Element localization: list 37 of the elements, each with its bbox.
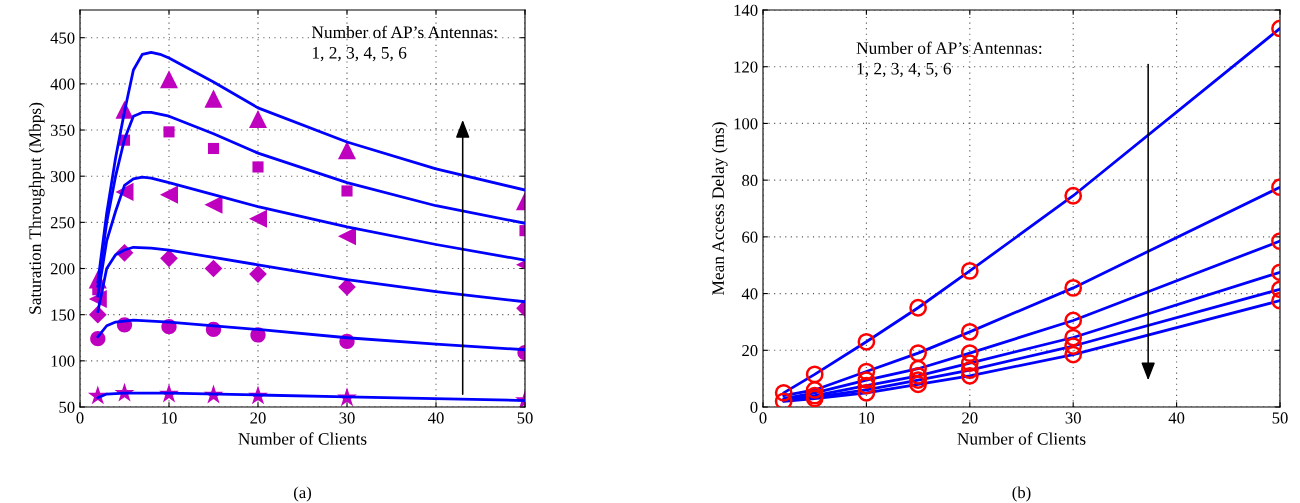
y-tick-label: 120 [734,61,758,73]
annotation: Number of AP’s Antennas: 1, 2, 3, 4, 5, 6 [311,25,497,62]
x-tick-label: 0 [76,412,84,424]
text: (a) [293,486,312,502]
y-tick-label: 250 [50,217,75,229]
y-tick-label: 350 [50,124,75,136]
y-tick-label: 450 [50,32,75,44]
x-axis-title: Number of Clients [957,432,1086,445]
x-tick-label: 20 [250,412,266,424]
x-tick-label: 10 [859,412,875,424]
y-tick-label: 40 [741,288,758,300]
y-tick-label: 0 [750,401,758,413]
y-tick-label: 200 [50,263,75,275]
y-tick-label: 50 [59,401,75,413]
y-tick-label: 20 [742,344,758,357]
y-tick-label: 100 [734,118,758,130]
y-tick-label: 80 [742,174,758,187]
x-tick-label: 50 [517,412,533,424]
y-tick-label: 60 [742,231,758,243]
x-tick-label: 10 [162,412,177,424]
y-tick-label: 300 [50,170,75,183]
y-tick-label: 150 [51,309,75,321]
x-axis-title: Number of Clients [238,432,367,445]
y-tick-label: 100 [51,355,75,367]
y-tick-label: 400 [50,78,75,90]
x-tick-label: 40 [427,412,444,424]
x-tick-label: 40 [1168,412,1185,424]
y-tick-label: 140 [734,4,758,16]
x-tick-label: 30 [1065,412,1081,424]
y-axis-title: Saturation Throughput (Mbps) [28,102,45,314]
y-axis-title: Mean Access Delay (ms) [711,122,728,296]
text: (b) [1012,486,1031,502]
x-tick-label: 50 [1272,412,1288,424]
x-tick-label: 20 [962,412,978,424]
x-tick-label: 0 [759,412,767,424]
annotation: Number of AP’s Antennas: 1, 2, 3, 4, 5, 6 [856,41,1042,78]
x-tick-label: 30 [339,412,355,424]
